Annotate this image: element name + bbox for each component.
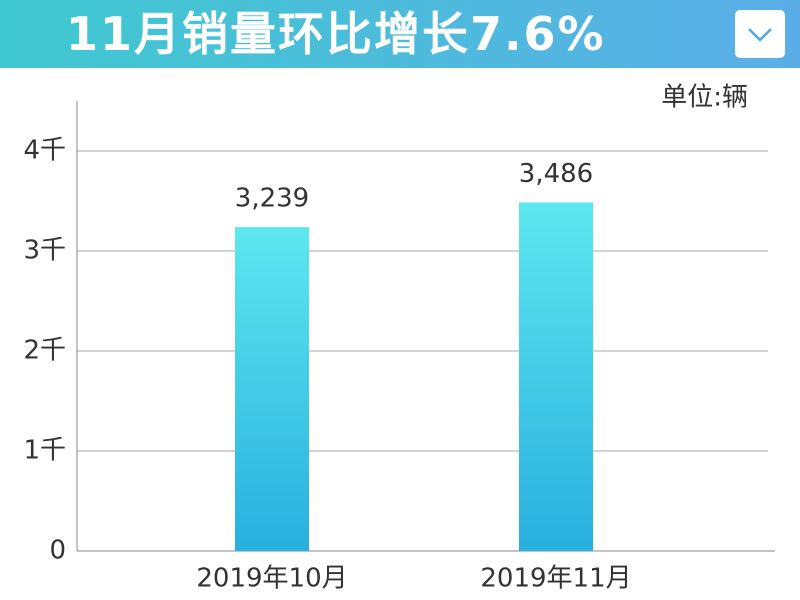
y-tick-label: 3千 [23,236,66,266]
chevron-icon [748,28,772,42]
bar [519,202,593,551]
value-label: 3,239 [235,184,309,214]
header-title: 11月销量环比增长7.6% [66,7,606,61]
dropdown-button[interactable] [735,10,785,58]
bar [235,227,309,551]
x-tick-label: 2019年11月 [480,564,631,594]
y-tick-label: 0 [49,536,66,566]
y-tick-label: 2千 [23,336,66,366]
value-label: 3,486 [519,159,593,189]
chart: 单位:辆 0 1千 2千 3千 4千 2019年10月 3,239 2019年11月 3,486 [23,83,775,594]
unit-label: 单位:辆 [661,83,748,113]
header-bar: 11月销量环比增长7.6% [0,0,800,68]
y-tick-label: 4千 [23,136,66,166]
y-tick-label: 1千 [23,436,66,466]
x-tick-label: 2019年10月 [196,564,347,594]
